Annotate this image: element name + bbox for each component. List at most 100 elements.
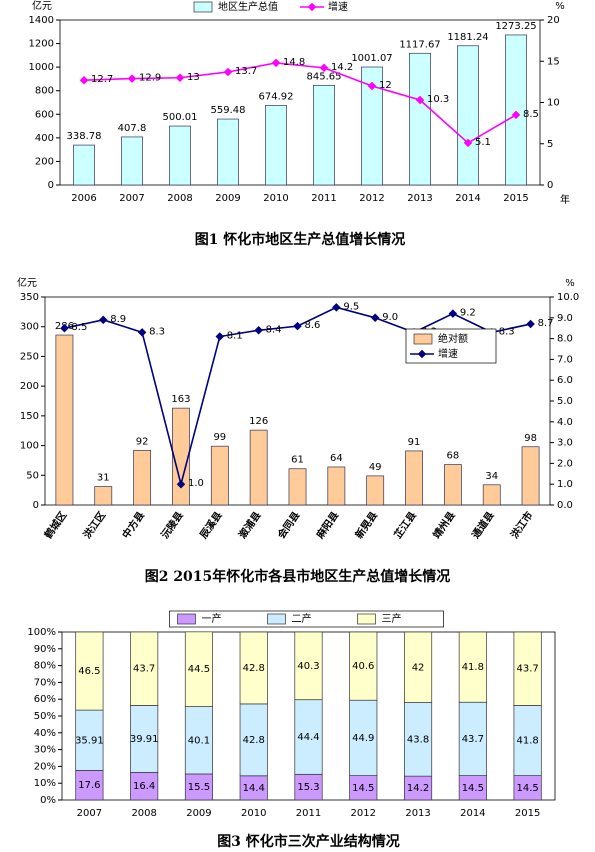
bar	[94, 486, 113, 506]
x-tick-label: 溆浦县	[236, 509, 264, 541]
bar	[443, 464, 462, 506]
bar-segment	[75, 770, 104, 801]
y2-tick-label: 0.0	[557, 500, 573, 511]
bar-segment	[458, 631, 487, 703]
x-tick-label: 2012	[359, 193, 384, 204]
y-tick-label: 300	[20, 322, 39, 333]
x-tick-label: 2014	[455, 193, 480, 204]
bar-value-label: 674.92	[259, 91, 294, 102]
x-tick-label: 2015	[515, 808, 540, 819]
legend-swatch	[357, 613, 376, 625]
y-tick-label: 50%	[34, 711, 56, 722]
bar-value-label: 91	[408, 437, 421, 448]
line-value-label: 1.0	[188, 478, 204, 489]
bar	[249, 429, 268, 506]
bar-value-label: 99	[213, 432, 226, 443]
bar-segment	[184, 706, 213, 775]
line-marker	[223, 67, 233, 77]
bar-value-label: 559.48	[211, 105, 246, 116]
bar	[521, 446, 540, 506]
line-marker	[99, 315, 108, 325]
segment-value-label: 43.8	[407, 734, 429, 745]
bar-segment	[75, 631, 104, 711]
legend-label: 绝对额	[438, 332, 468, 345]
x-tick-label: 2009	[215, 193, 240, 204]
bar	[169, 125, 191, 186]
y2-tick-label: 3.0	[557, 438, 573, 449]
x-tick-label: 2009	[186, 808, 211, 819]
line-value-label: 8.9	[110, 314, 126, 325]
bar-segment	[184, 631, 213, 707]
bar	[313, 84, 335, 186]
segment-value-label: 44.4	[297, 732, 319, 743]
x-tick-label: 洪江区	[80, 509, 108, 541]
line-value-label: 10.3	[427, 94, 449, 105]
line-marker	[370, 313, 380, 323]
line-marker	[526, 319, 535, 329]
legend-swatch	[267, 613, 286, 625]
x-tick-label: 2013	[405, 808, 430, 819]
line-marker	[176, 479, 186, 489]
line-value-label: 9.0	[382, 312, 398, 323]
bar-segment	[294, 631, 323, 701]
bar-value-label: 163	[171, 394, 190, 405]
segment-value-label: 15.5	[188, 782, 210, 793]
y-tick-label: 20%	[34, 761, 56, 772]
line-marker	[332, 303, 341, 312]
bar	[55, 334, 74, 506]
y-tick-label: 10%	[34, 778, 56, 789]
line-marker	[254, 326, 263, 335]
y-tick-label: 800	[35, 86, 54, 97]
y-tick-label: 350	[20, 292, 39, 303]
segment-value-label: 14.5	[462, 783, 484, 794]
line-value-label: 12.9	[139, 73, 161, 84]
bar	[405, 450, 423, 506]
x-tick-label: 2007	[77, 808, 102, 819]
bar-segment	[513, 775, 542, 801]
y2-tick-label: 2.0	[557, 458, 573, 469]
y-tick-label: 1400	[29, 15, 54, 26]
segment-value-label: 40.3	[297, 661, 319, 672]
segment-value-label: 41.8	[462, 662, 484, 673]
line-marker	[271, 58, 281, 68]
y2-tick-label: 10.0	[557, 292, 579, 303]
line-marker	[79, 75, 89, 85]
legend-label: 地区生产总值	[218, 0, 278, 13]
x-tick-label: 新晃县	[352, 509, 380, 541]
figure-caption: 图3 怀化市三次产业结构情况	[217, 833, 400, 850]
line	[83, 62, 517, 144]
segment-value-label: 40.1	[188, 735, 210, 746]
x-tick-label: 通道县	[469, 509, 497, 541]
line-value-label: 12	[379, 80, 392, 91]
x-tick-label: 2015	[503, 193, 528, 204]
segment-value-label: 14.5	[352, 783, 374, 794]
bar-segment	[294, 699, 323, 775]
x-tick-label: 2008	[167, 193, 192, 204]
segment-value-label: 14.5	[516, 783, 538, 794]
legend-label: 二产	[292, 612, 312, 625]
line-value-label: 8.5	[523, 109, 539, 120]
line-marker	[319, 63, 329, 73]
bar-value-label: 31	[97, 473, 110, 484]
line-value-label: 14.2	[331, 62, 353, 73]
line-value-label: 9.5	[343, 301, 359, 312]
bar-value-label: 407.8	[118, 123, 147, 134]
figure-caption: 图1 怀化市地区生产总值增长情况	[195, 231, 406, 248]
x-tick-label: 中方县	[119, 509, 147, 541]
bar-value-label: 98	[524, 433, 537, 444]
bar-value-label: 68	[447, 451, 460, 462]
x-tick-label: 2011	[296, 808, 321, 819]
segment-value-label: 14.2	[407, 783, 429, 794]
x-tick-label: 2014	[460, 808, 485, 819]
bar-value-label: 1117.67	[399, 39, 440, 50]
bar	[172, 407, 190, 506]
y-tick-label: 100%	[27, 627, 56, 638]
x-tick-label: 2006	[71, 193, 96, 204]
legend-label: 增速	[438, 347, 458, 360]
bar	[505, 34, 527, 186]
y-unit: 亿元	[17, 276, 37, 289]
y2-tick-label: 6.0	[557, 375, 573, 386]
line-marker	[293, 321, 302, 331]
segment-value-label: 43.7	[462, 734, 484, 745]
